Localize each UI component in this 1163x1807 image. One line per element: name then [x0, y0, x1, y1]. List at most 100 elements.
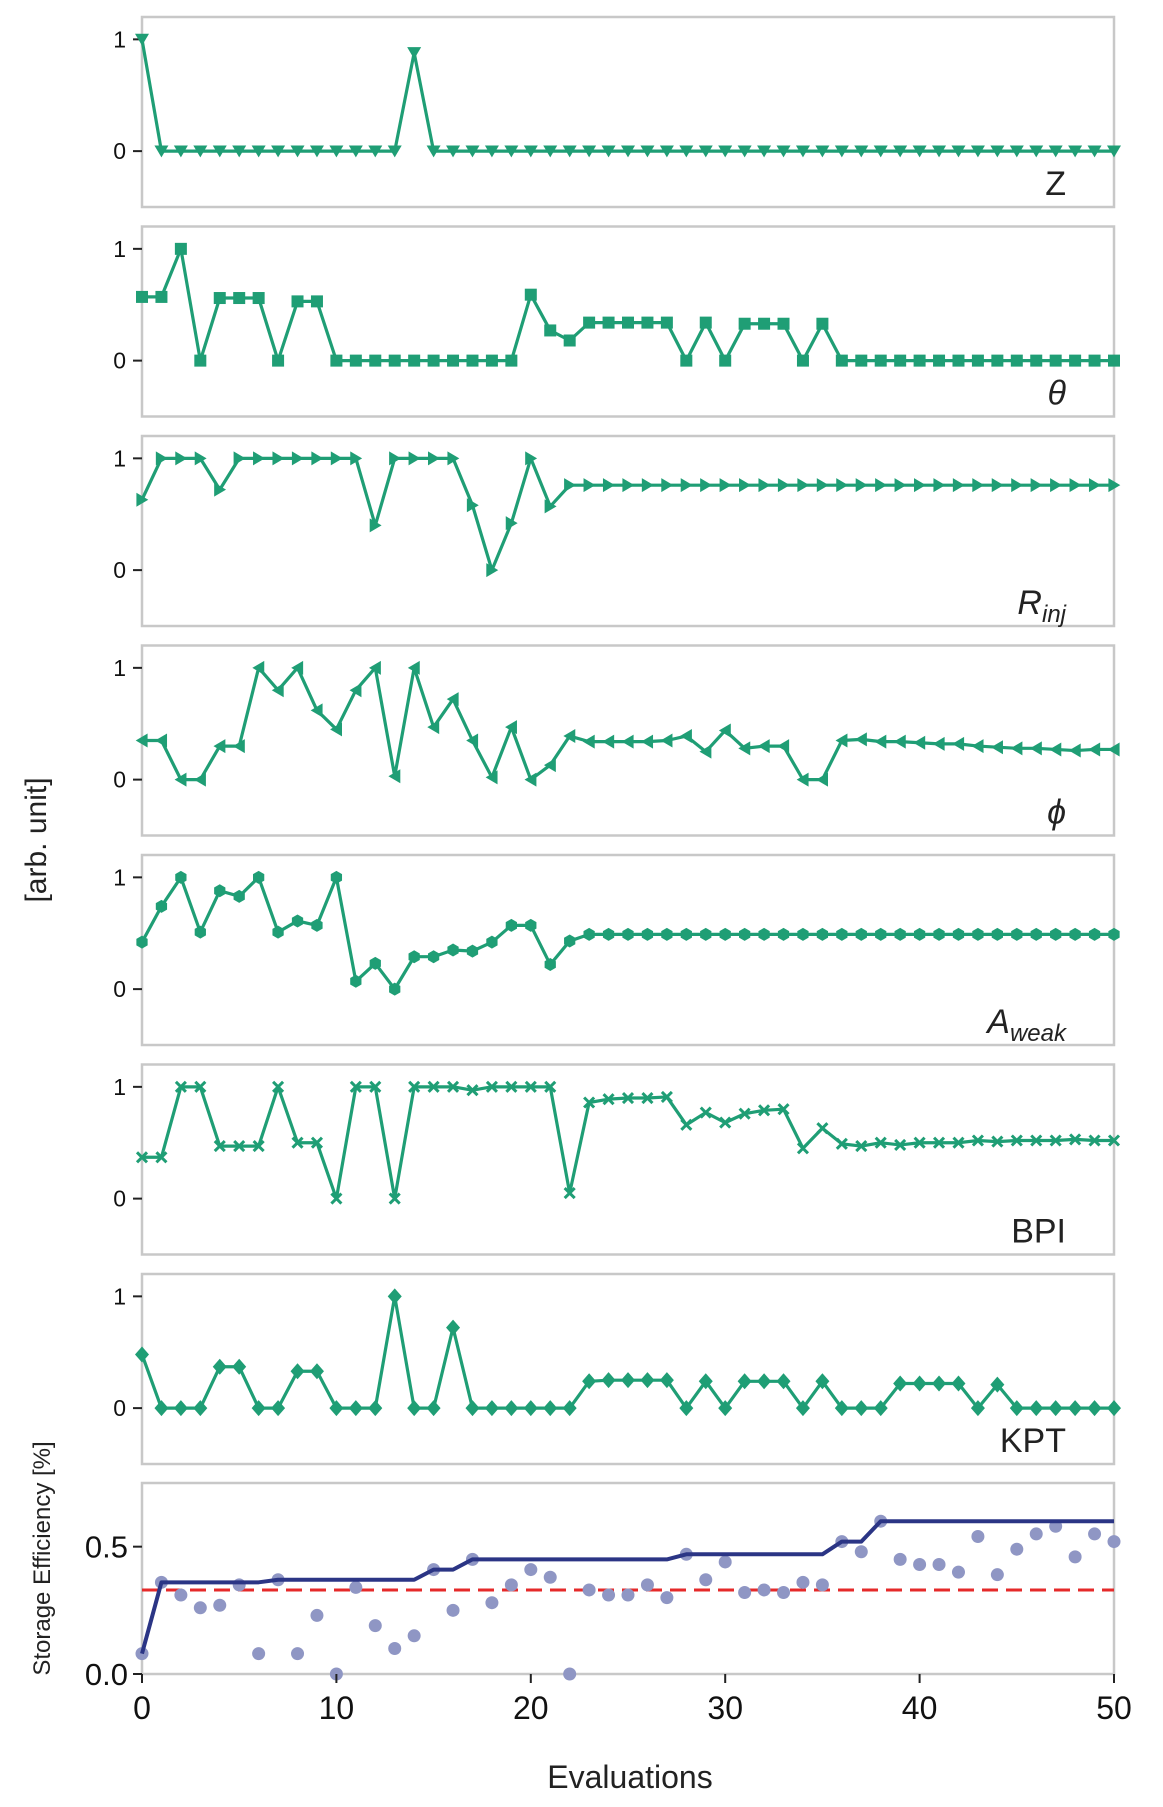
data-point [836, 927, 848, 941]
data-point [758, 478, 771, 493]
data-point [272, 354, 285, 367]
data-point [446, 1319, 461, 1336]
data-point [155, 733, 168, 748]
data-point [388, 769, 401, 784]
data-point [933, 478, 946, 493]
data-point [894, 1138, 907, 1152]
efficiency-point [524, 1563, 538, 1577]
data-point [796, 354, 809, 367]
best-so-far-line [140, 1519, 1114, 1655]
efficiency-point [310, 1608, 324, 1622]
data-point [135, 33, 149, 46]
y-tick-label: 0.0 [85, 1657, 128, 1692]
data-point [251, 1400, 266, 1417]
efficiency-point [388, 1642, 402, 1656]
data-point [951, 145, 966, 158]
data-point [504, 145, 519, 158]
data-point [213, 739, 226, 754]
efficiency-point [368, 1619, 382, 1633]
data-point [583, 478, 596, 493]
data-point [913, 927, 926, 941]
data-point [214, 884, 226, 898]
data-point [1050, 478, 1062, 493]
data-point [407, 1400, 422, 1417]
efficiency-point [796, 1575, 810, 1589]
data-point [1030, 354, 1043, 367]
data-point [525, 918, 537, 932]
data-point [622, 316, 634, 329]
data-point [330, 722, 342, 737]
data-point [369, 518, 382, 533]
data-point [952, 736, 965, 751]
data-point [330, 354, 343, 367]
data-point [874, 354, 887, 367]
data-point [1068, 1400, 1083, 1417]
efficiency-point [893, 1552, 907, 1566]
data-point [329, 145, 344, 158]
data-point [349, 683, 362, 698]
data-point [253, 870, 265, 884]
x-tick-label: 10 [319, 1690, 355, 1726]
data-point [776, 1373, 791, 1390]
data-point [796, 1142, 810, 1155]
data-point [816, 772, 828, 787]
data-point [718, 1400, 733, 1417]
data-point [544, 958, 556, 972]
efficiency-point [699, 1573, 713, 1587]
data-point [291, 660, 304, 675]
data-point [932, 1375, 947, 1392]
panel-4: 0 1 ϕ [113, 644, 1120, 837]
data-point [505, 516, 518, 531]
data-point [777, 1103, 790, 1116]
data-point [291, 451, 304, 466]
data-point [252, 660, 265, 675]
data-point [525, 451, 538, 466]
data-point [562, 145, 577, 158]
data-point [466, 733, 479, 748]
data-point [874, 734, 887, 749]
y-tick-label: 0.5 [85, 1530, 128, 1565]
data-point [427, 354, 440, 367]
data-point [1088, 927, 1101, 941]
data-point [952, 478, 965, 493]
data-point [369, 354, 382, 367]
data-point [758, 1104, 771, 1117]
data-point [486, 935, 498, 949]
data-point [350, 974, 362, 988]
data-point [816, 927, 829, 941]
data-point [466, 498, 479, 513]
data-point [155, 1151, 168, 1164]
data-point [700, 927, 712, 941]
data-point [912, 145, 927, 158]
data-point [466, 354, 479, 367]
panel-frame [140, 15, 1116, 209]
data-point [738, 741, 751, 756]
data-point [233, 889, 245, 903]
data-point [971, 1134, 984, 1147]
data-point [602, 1093, 615, 1106]
efficiency-point [407, 1629, 421, 1643]
data-point [214, 482, 227, 497]
efficiency-point [990, 1568, 1004, 1582]
data-point [971, 739, 984, 754]
data-point [680, 1118, 693, 1131]
data-point [970, 1400, 985, 1417]
data-point [621, 1091, 635, 1105]
data-point [797, 478, 810, 493]
data-point [272, 925, 284, 939]
data-point [466, 944, 479, 958]
data-point [330, 1192, 343, 1205]
data-point [1069, 927, 1081, 941]
data-point [428, 451, 440, 466]
data-point [368, 145, 383, 158]
parameter-panels: 0 1 Z 0 1 θ 0 1 Rinj 0 1 ϕ 0 1 Aweak 0 1 BPI 0 1 KPT [113, 15, 1121, 1466]
data-point [544, 324, 557, 337]
efficiency-point [932, 1557, 946, 1571]
data-point [251, 145, 266, 158]
data-point [972, 927, 984, 941]
data-point [1088, 354, 1101, 367]
data-point [777, 478, 790, 493]
data-point [583, 927, 595, 941]
data-point [154, 145, 169, 158]
